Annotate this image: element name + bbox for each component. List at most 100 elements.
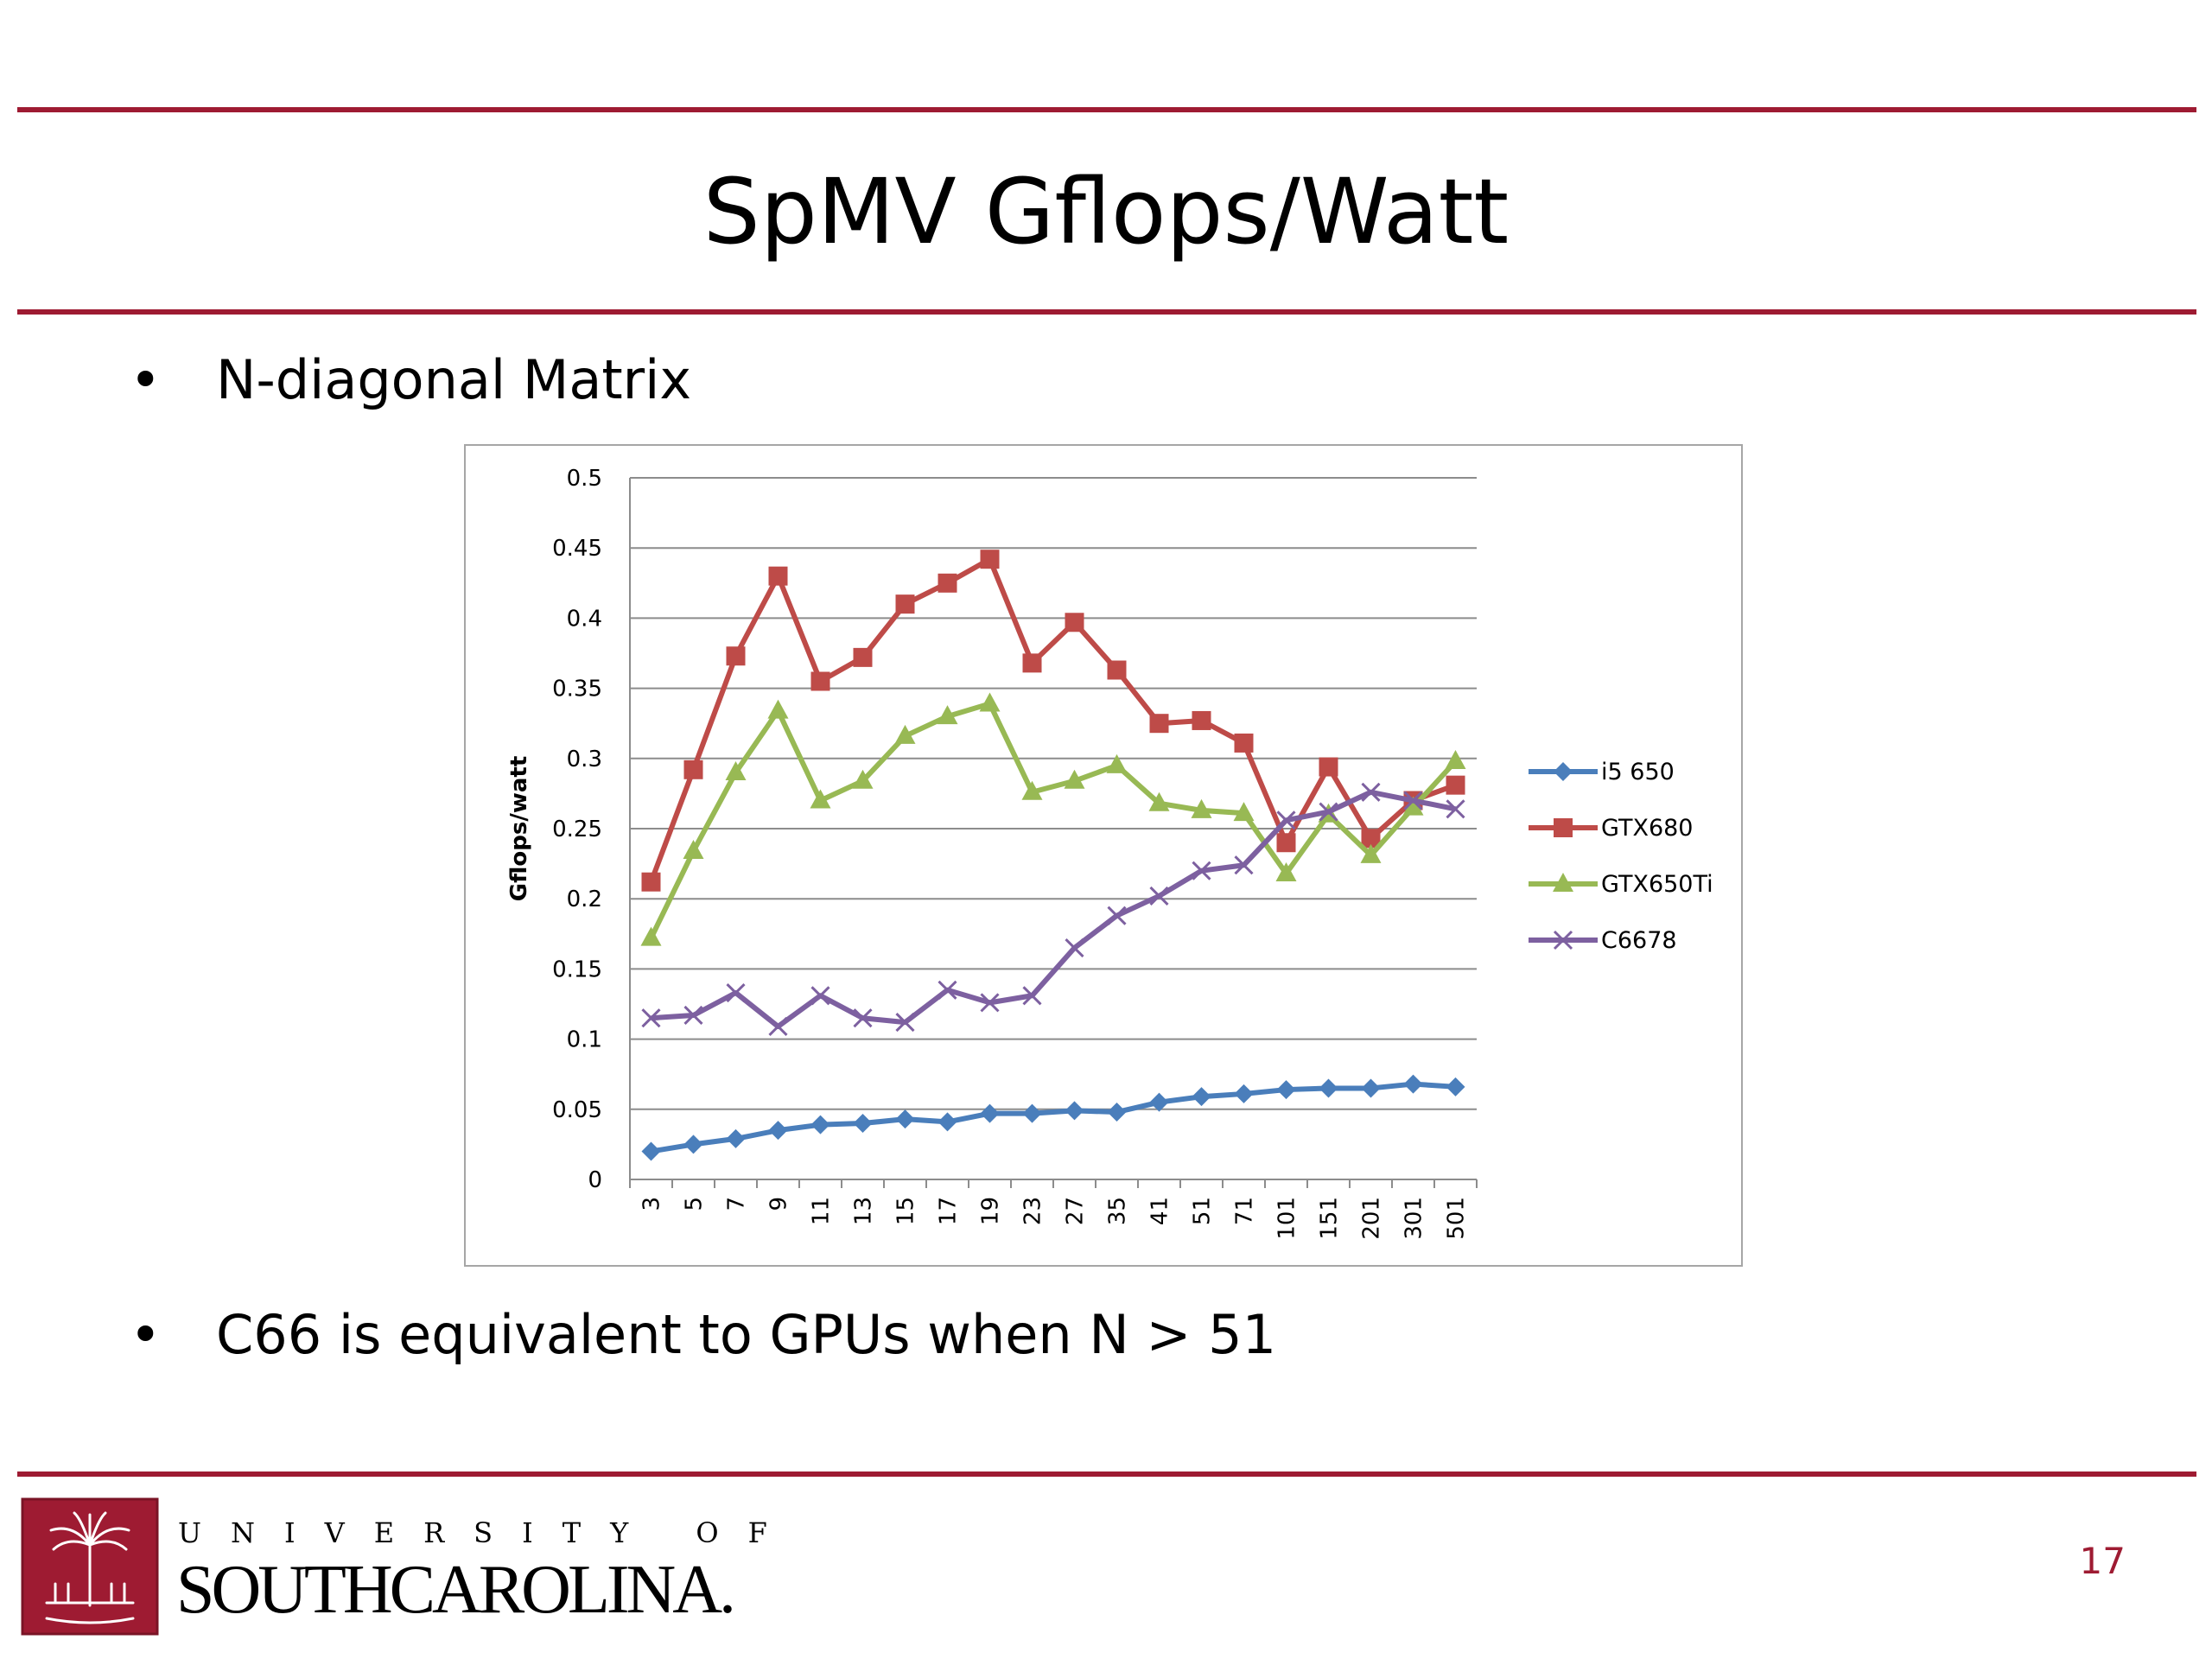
data-point bbox=[683, 1005, 703, 1026]
slide-title: SpMV Gflops/Watt bbox=[702, 159, 1510, 264]
palmetto-seal-icon bbox=[21, 1497, 159, 1636]
y-tick-label: 0.5 bbox=[567, 466, 602, 492]
data-point bbox=[1234, 855, 1254, 875]
y-tick-label: 0.25 bbox=[552, 817, 602, 842]
data-point bbox=[1021, 780, 1043, 800]
data-point bbox=[1361, 782, 1381, 802]
data-point bbox=[895, 594, 915, 614]
line-chart: 00.050.10.150.20.250.30.350.40.450.53 5 7 9… bbox=[506, 466, 1713, 1240]
page-number: 17 bbox=[2079, 1540, 2126, 1582]
data-point bbox=[1275, 861, 1297, 881]
x-tick-label: 11 bbox=[809, 1197, 835, 1225]
data-point bbox=[1191, 798, 1212, 818]
university-logo bbox=[21, 1497, 159, 1636]
data-point bbox=[641, 872, 661, 892]
series-line bbox=[651, 789, 1457, 1029]
data-point bbox=[1065, 1101, 1084, 1121]
data-point bbox=[1234, 733, 1254, 753]
data-point bbox=[1361, 1078, 1381, 1098]
data-point bbox=[726, 1128, 746, 1148]
x-tick-label: 19 bbox=[978, 1197, 1004, 1225]
x-tick-label: 27 bbox=[1063, 1197, 1089, 1225]
x-tick-label: 201 bbox=[1359, 1197, 1385, 1240]
legend-label: i5 650 bbox=[1601, 759, 1675, 785]
data-point bbox=[768, 566, 788, 586]
x-tick-label: 501 bbox=[1444, 1197, 1470, 1240]
data-point bbox=[725, 761, 747, 781]
bullet-dot: • bbox=[130, 1303, 162, 1366]
data-point bbox=[1319, 802, 1338, 822]
data-point bbox=[1149, 714, 1169, 734]
legend-marker bbox=[1553, 873, 1573, 892]
data-point bbox=[1192, 710, 1211, 730]
data-point bbox=[641, 1141, 661, 1161]
y-tick-label: 0.3 bbox=[567, 747, 602, 772]
y-axis-title: Gflops/watt bbox=[506, 756, 532, 901]
y-tick-label: 0.35 bbox=[552, 677, 602, 702]
data-point bbox=[1403, 1074, 1423, 1094]
data-point bbox=[1192, 1087, 1211, 1107]
x-tick-label: 51 bbox=[1190, 1197, 1216, 1225]
data-point bbox=[767, 699, 789, 719]
x-tick-label: 9 bbox=[766, 1197, 792, 1211]
x-tick-label: 23 bbox=[1020, 1197, 1046, 1225]
data-point bbox=[894, 724, 916, 744]
bullet-dot: • bbox=[130, 348, 162, 411]
data-point bbox=[726, 982, 746, 1003]
data-point bbox=[683, 1135, 703, 1154]
data-point bbox=[1361, 829, 1381, 849]
legend-label: C6678 bbox=[1601, 927, 1677, 954]
data-point bbox=[853, 1114, 873, 1134]
bullet-text: N-diagonal Matrix bbox=[216, 348, 692, 411]
data-point bbox=[1149, 1092, 1169, 1112]
data-point bbox=[768, 1016, 788, 1037]
data-point bbox=[853, 1008, 873, 1028]
bullet-text: C66 is equivalent to GPUs when N > 51 bbox=[216, 1303, 1277, 1366]
data-point bbox=[938, 573, 957, 593]
top-rule bbox=[17, 107, 2196, 112]
data-point bbox=[938, 980, 957, 1000]
data-point bbox=[895, 1109, 915, 1129]
y-tick-label: 0 bbox=[588, 1167, 602, 1193]
x-tick-label: 71 bbox=[1232, 1197, 1258, 1225]
x-tick-label: 15 bbox=[893, 1197, 919, 1225]
data-point bbox=[980, 993, 1000, 1013]
x-tick-label: 13 bbox=[851, 1197, 877, 1225]
data-point bbox=[1402, 796, 1424, 816]
legend-marker bbox=[1554, 818, 1573, 837]
data-point bbox=[979, 692, 1001, 712]
footer-rule bbox=[17, 1471, 2196, 1477]
data-point bbox=[852, 769, 874, 789]
data-point bbox=[1276, 1080, 1296, 1100]
x-tick-label: 3 bbox=[639, 1197, 665, 1211]
data-point bbox=[1107, 1103, 1127, 1122]
data-point bbox=[1319, 1078, 1338, 1098]
data-point bbox=[938, 1112, 957, 1132]
legend-label: GTX680 bbox=[1601, 815, 1693, 842]
logo-south-carolina: SOUTHCAROLINA. bbox=[176, 1552, 736, 1628]
series-line bbox=[648, 701, 1458, 939]
data-point bbox=[683, 760, 703, 779]
data-point bbox=[768, 1121, 788, 1141]
series-line bbox=[651, 1081, 1456, 1154]
x-tick-label: 7 bbox=[724, 1197, 750, 1211]
data-point bbox=[937, 705, 958, 725]
data-point bbox=[1234, 1084, 1254, 1103]
y-tick-label: 0.05 bbox=[552, 1097, 602, 1123]
data-point bbox=[1233, 802, 1255, 822]
data-point bbox=[1022, 653, 1042, 673]
data-point bbox=[1107, 906, 1127, 925]
data-point bbox=[1022, 986, 1042, 1006]
data-point bbox=[1065, 938, 1084, 958]
data-point bbox=[1403, 791, 1423, 810]
data-point bbox=[1106, 753, 1128, 773]
data-point bbox=[1107, 660, 1127, 680]
data-point bbox=[1360, 843, 1382, 863]
x-tick-label: 301 bbox=[1402, 1197, 1427, 1240]
data-point bbox=[1276, 833, 1296, 853]
data-point bbox=[1065, 613, 1084, 632]
data-point bbox=[1148, 791, 1170, 811]
data-point bbox=[810, 789, 831, 809]
data-point bbox=[641, 1008, 661, 1028]
x-tick-label: 17 bbox=[936, 1197, 962, 1225]
